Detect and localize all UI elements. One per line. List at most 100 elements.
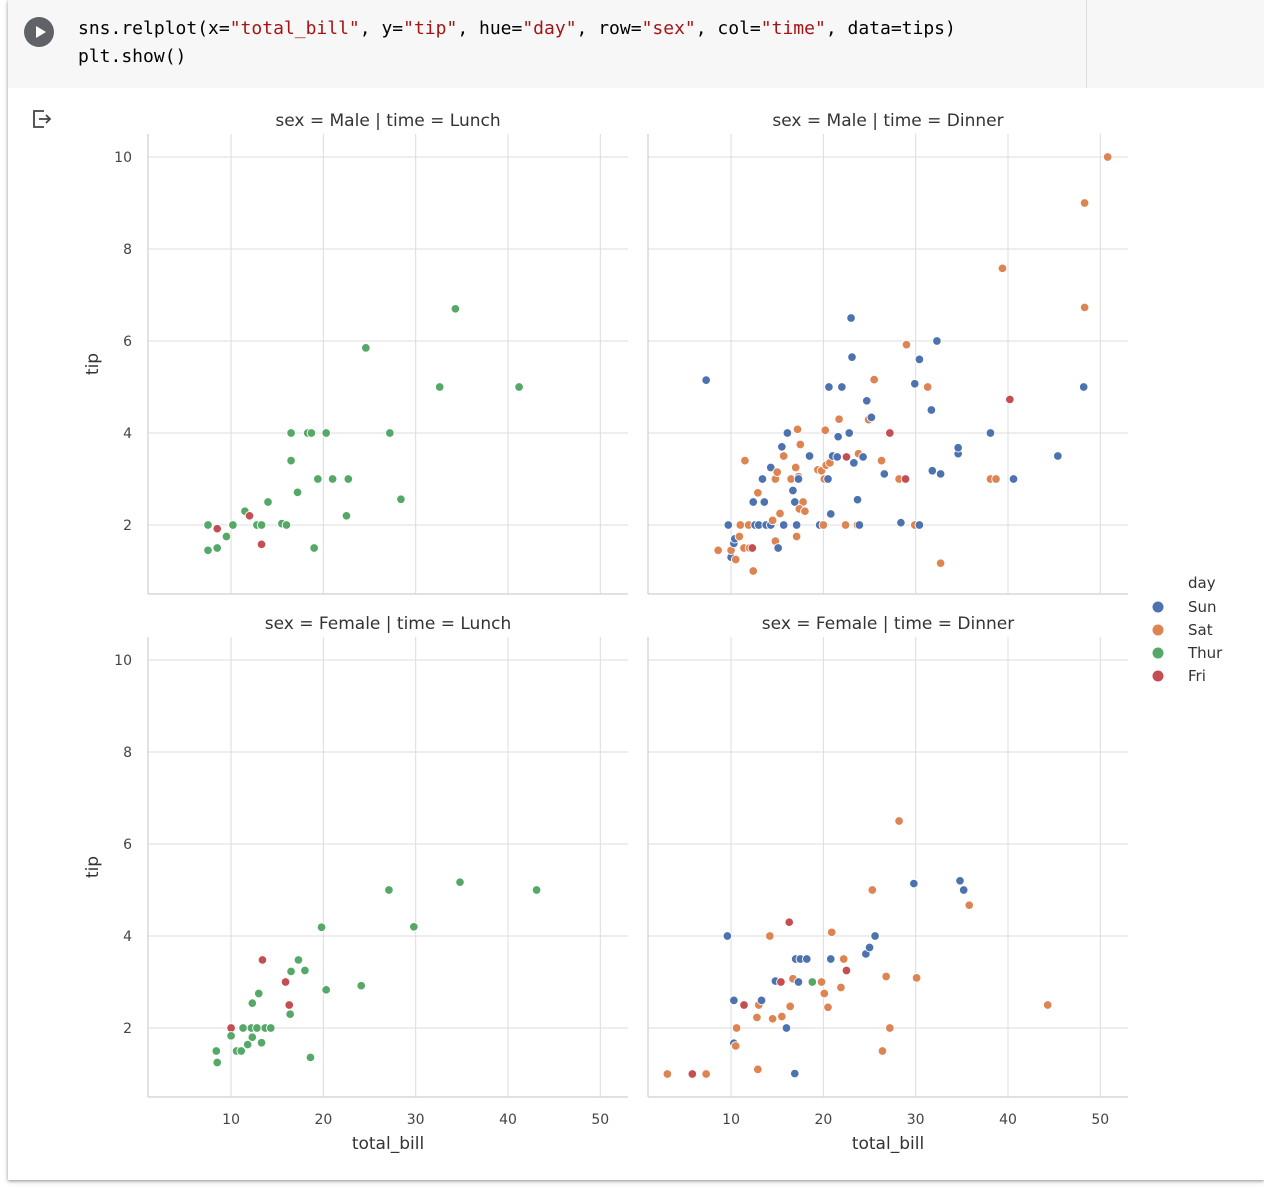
scatter-point-sun [844, 428, 854, 438]
scatter-point-sat [795, 439, 806, 450]
scatter-point-thur [281, 520, 292, 530]
y-tick-label: 6 [123, 334, 132, 350]
scatter-point-sun [793, 474, 804, 484]
scatter-point-sun [846, 313, 856, 323]
scatter-point-sat [734, 531, 745, 542]
code-string-token: "tip" [403, 18, 458, 39]
legend-marker-sun [1152, 601, 1164, 613]
scatter-point-sun [722, 931, 733, 941]
y-axis-label: tip [83, 856, 103, 878]
scatter-point-sat [1042, 1000, 1053, 1010]
panel-title: sex = Female | time = Lunch [265, 614, 511, 634]
scatter-point-thur [514, 382, 524, 392]
scatter-point-sun [777, 442, 787, 452]
scatter-point-sun [914, 520, 925, 530]
scatter-point-thur [254, 988, 264, 999]
scatter-point-thur [343, 474, 354, 484]
panel-title: sex = Male | time = Dinner [772, 111, 1003, 131]
scatter-point-thur [286, 428, 296, 438]
scatter-point-thur [356, 980, 366, 991]
scatter-point-sat [753, 488, 763, 498]
scatter-point-thur [321, 428, 331, 438]
scatter-point-sun [1053, 451, 1063, 461]
scatter-point-sat [735, 520, 746, 530]
scatter-point-sat [911, 973, 922, 983]
scatter-point-thur [385, 428, 395, 438]
scatter-point-sun [852, 494, 863, 505]
scatter-point-thur [313, 474, 323, 484]
scatter-point-fri [747, 543, 758, 553]
scatter-point-sat [752, 1012, 762, 1023]
x-tick-label: 30 [907, 1112, 925, 1128]
scatter-point-thur [286, 455, 296, 466]
scatter-point-sun [985, 428, 996, 438]
x-tick-label: 30 [407, 1112, 425, 1128]
legend-title: day [1188, 574, 1216, 592]
scatter-point-fri [226, 1023, 236, 1033]
x-tick-label: 50 [1091, 1112, 1109, 1128]
scatter-point-sat [765, 931, 775, 941]
scatter-point-sat [767, 1014, 778, 1024]
scatter-point-thur [203, 545, 213, 556]
scatter-point-sat [730, 1041, 741, 1051]
scatter-point-thur [341, 511, 352, 521]
y-tick-label: 6 [123, 837, 132, 853]
scatter-point-sat [791, 531, 802, 542]
y-tick-label: 10 [114, 150, 132, 166]
scatter-point-fri [739, 1000, 749, 1010]
y-tick-label: 10 [114, 653, 132, 669]
scatter-point-sat [819, 988, 830, 999]
run-cell-button[interactable] [24, 17, 54, 47]
scatter-point-sun [766, 462, 776, 473]
scatter-point-sun [802, 954, 812, 964]
legend-label-sun: Sun [1188, 598, 1217, 616]
x-tick-label: 20 [814, 1112, 832, 1128]
code-string-token: "sex" [641, 18, 696, 39]
scatter-point-sat [991, 474, 1001, 484]
scatter-point-sat [818, 520, 829, 530]
legend-label-thur: Thur [1187, 644, 1223, 662]
code-string-token: "total_bill" [229, 18, 360, 39]
x-tick-label: 10 [222, 1112, 240, 1128]
scatter-point-sun [910, 379, 920, 389]
scatter-point-thur [228, 520, 238, 530]
scatter-point-sun [914, 354, 925, 365]
scatter-point-sat [838, 954, 849, 964]
code-editor[interactable]: sns.relplot(x="total_bill", y="tip", hue… [78, 0, 1087, 88]
scatter-point-sat [701, 1069, 711, 1079]
scatter-point-sun [926, 405, 937, 415]
scatter-point-thur [396, 494, 406, 504]
scatter-point-sat [775, 508, 785, 519]
scatter-point-sat [1079, 198, 1090, 208]
code-line: plt.show() [78, 46, 186, 68]
scatter-point-sun [778, 520, 789, 530]
scatter-point-sun [1078, 382, 1089, 392]
scatter-point-thur [247, 998, 258, 1008]
x-tick-label: 50 [591, 1112, 609, 1128]
legend-marker-sat [1152, 624, 1164, 636]
scatter-point-sun [788, 485, 798, 496]
scatter-point-thur [203, 520, 213, 530]
scatter-point-sun [879, 469, 890, 479]
panel-title: sex = Female | time = Dinner [762, 614, 1014, 634]
scatter-point-thur [300, 965, 310, 976]
scatter-point-sat [731, 1023, 742, 1033]
scatter-point-sat [826, 927, 837, 938]
code-token: , col= [695, 18, 761, 39]
scatter-point-fri [841, 452, 852, 462]
legend-label-fri: Fri [1188, 667, 1206, 685]
scatter-point-sat [816, 977, 827, 987]
scatter-point-sat [997, 263, 1008, 274]
scatter-point-fri [257, 955, 268, 965]
legend-label-sat: Sat [1188, 621, 1213, 639]
scatter-point-thur [252, 1023, 262, 1033]
scatter-point-fri [1005, 394, 1015, 405]
scatter-point-sat [778, 451, 789, 461]
scatter-point-sat [901, 339, 912, 350]
scatter-point-sun [756, 995, 767, 1006]
scatter-point-sun [729, 995, 739, 1006]
scatter-point-sun [791, 520, 802, 530]
scatter-point-sat [881, 971, 891, 982]
scatter-point-sun [773, 543, 783, 553]
scatter-point-sun [837, 382, 847, 392]
